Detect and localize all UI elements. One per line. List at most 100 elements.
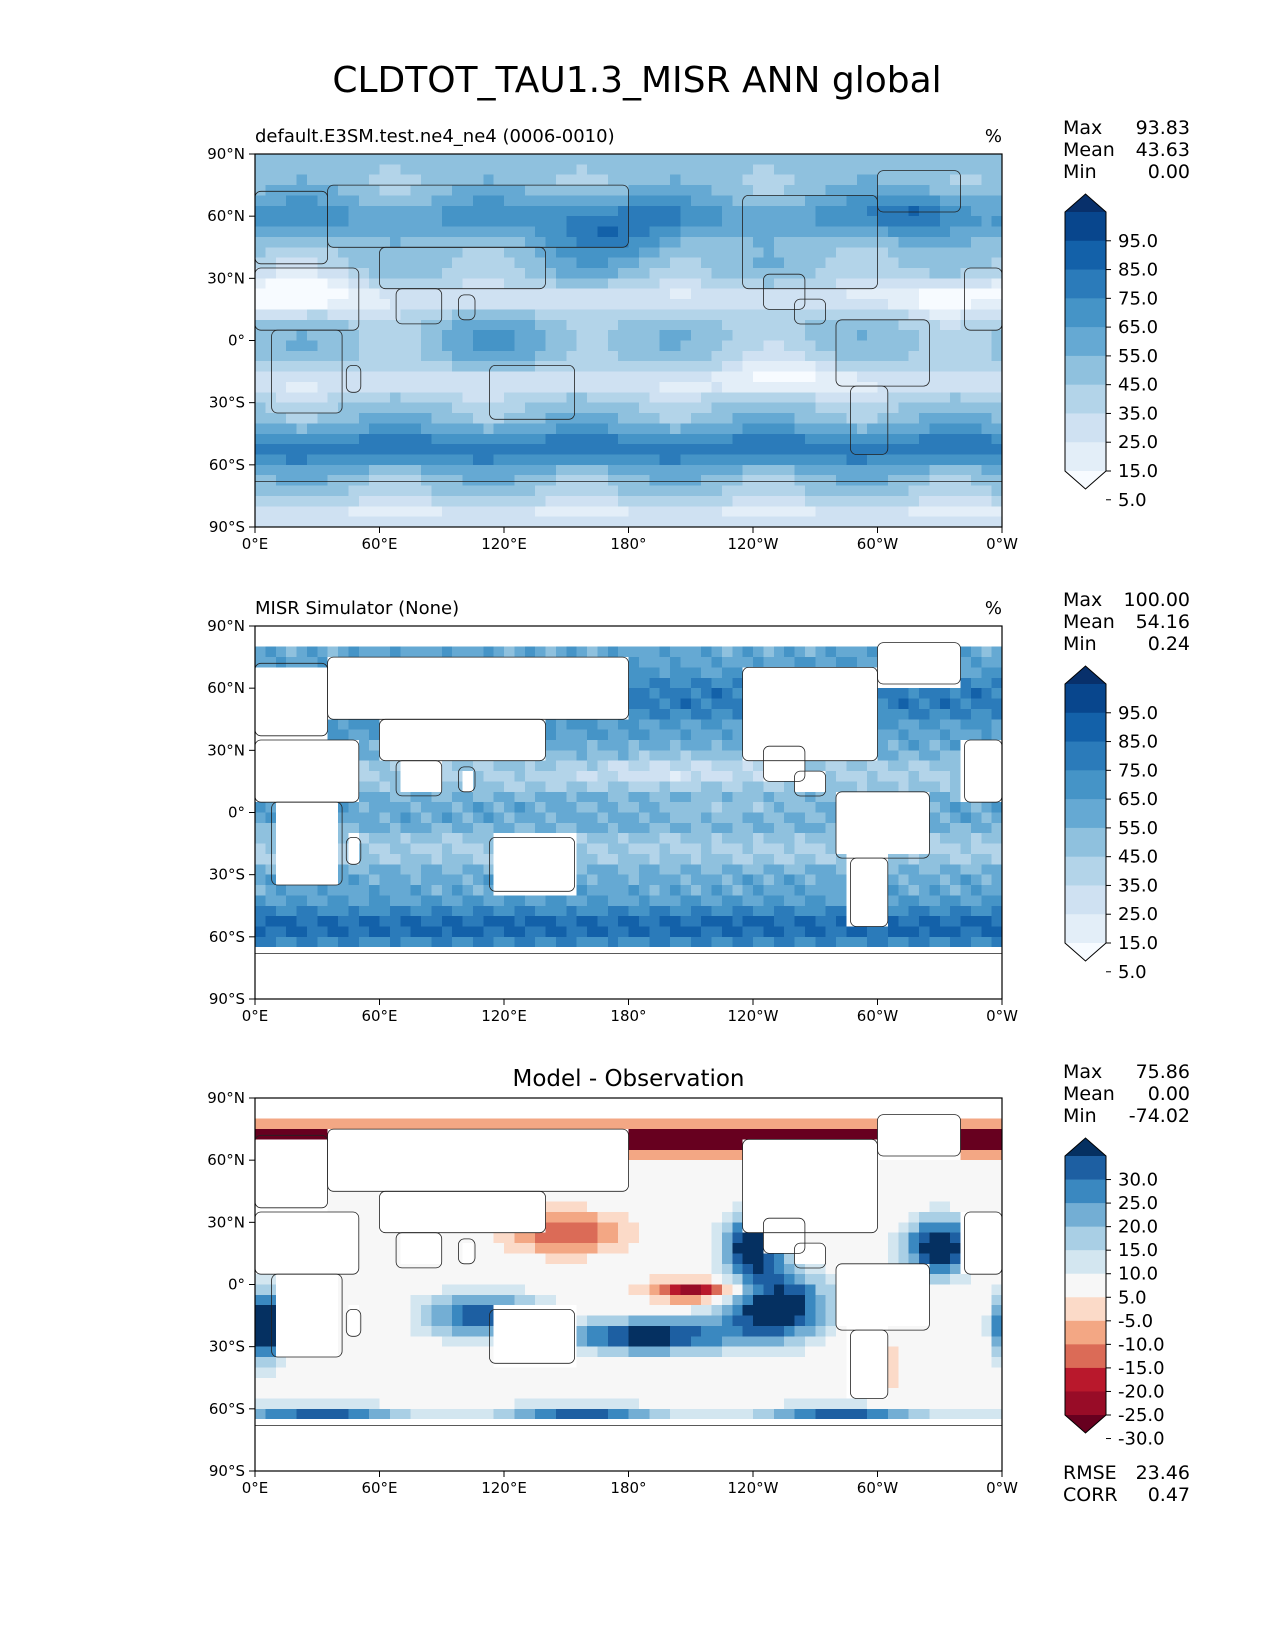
- field-cell: [545, 361, 557, 373]
- field-cell: [846, 226, 858, 238]
- field-cell: [887, 626, 899, 637]
- field-cell: [670, 257, 681, 269]
- field-cell: [255, 454, 266, 466]
- field-cell: [431, 636, 443, 648]
- field-cell: [421, 330, 432, 342]
- field-cell: [794, 885, 806, 896]
- field-cell: [587, 392, 598, 404]
- field-cell: [732, 698, 744, 710]
- field-cell: [545, 926, 557, 938]
- field-cell: [732, 688, 744, 700]
- field-cell: [763, 423, 775, 435]
- field-cell: [286, 853, 298, 865]
- colorbar-segment: [1065, 212, 1106, 242]
- field-cell: [275, 506, 287, 518]
- field-cell: [784, 853, 796, 865]
- field-cell: [929, 864, 941, 876]
- field-cell: [524, 236, 536, 248]
- field-cell: [981, 413, 993, 424]
- field-cell: [981, 464, 993, 476]
- field-cell: [773, 361, 785, 373]
- field-cell: [732, 216, 744, 228]
- field-cell: [721, 195, 733, 207]
- field-cell: [576, 864, 588, 876]
- field-cell: [659, 760, 671, 772]
- field-cell: [763, 340, 775, 352]
- field-cell: [846, 739, 858, 751]
- field-cell: [317, 926, 329, 938]
- field-cell: [358, 760, 370, 772]
- field-cell: [804, 319, 816, 331]
- field-cell: [275, 708, 287, 720]
- field-cell: [638, 760, 650, 772]
- field-cell: [929, 719, 941, 731]
- field-cell: [462, 309, 474, 321]
- field-cell: [452, 247, 464, 259]
- field-cell: [306, 657, 318, 669]
- field-cell: [649, 164, 661, 176]
- field-cell: [680, 361, 692, 373]
- field-cell: [410, 926, 422, 938]
- field-cell: [410, 319, 422, 331]
- field-cell: [483, 667, 495, 679]
- field-cell: [939, 636, 951, 648]
- field-cell: [327, 916, 339, 928]
- field-cell: [638, 423, 650, 435]
- field-cell: [659, 309, 671, 321]
- field-cell: [379, 843, 391, 855]
- field-cell: [587, 413, 598, 424]
- field-cell: [535, 688, 547, 700]
- field-cell: [991, 319, 1003, 331]
- field-cell: [348, 843, 360, 855]
- field-cell: [836, 299, 847, 311]
- field-cell: [452, 698, 464, 710]
- field-cell: [483, 278, 495, 290]
- field-cell: [618, 444, 630, 456]
- field-cell: [607, 916, 619, 928]
- field-cell: [680, 626, 692, 637]
- field-cell: [576, 423, 588, 435]
- field-cell: [649, 185, 661, 197]
- field-cell: [452, 667, 464, 679]
- field-cell: [721, 495, 733, 507]
- field-cell: [607, 495, 619, 507]
- field-cell: [846, 485, 858, 497]
- field-cell: [753, 885, 764, 896]
- field-cell: [462, 708, 474, 720]
- field-cell: [742, 688, 754, 700]
- land-outline: [742, 194, 878, 290]
- field-cell: [566, 506, 578, 518]
- field-cell: [504, 688, 515, 700]
- field-cell: [514, 164, 526, 176]
- field-cell: [763, 247, 775, 259]
- field-cell: [576, 330, 588, 342]
- field-cell: [680, 895, 692, 907]
- field-cell: [472, 822, 484, 834]
- field-cell: [670, 226, 681, 238]
- field-cell: [483, 392, 495, 404]
- field-cell: [970, 771, 982, 783]
- field-cell: [431, 236, 443, 248]
- field-cell: [887, 926, 899, 938]
- field-cell: [566, 226, 578, 238]
- field-cell: [877, 874, 889, 886]
- field-cell: [576, 413, 588, 424]
- field-cell: [535, 646, 547, 658]
- field-cell: [493, 506, 505, 518]
- field-cell: [441, 506, 453, 518]
- field-cell: [856, 739, 868, 751]
- field-cell: [846, 926, 858, 938]
- field-cell: [784, 350, 796, 362]
- field-cell: [524, 506, 536, 518]
- field-cell: [597, 677, 609, 689]
- field-cell: [441, 164, 453, 176]
- field-cell: [275, 833, 287, 845]
- field-cell: [939, 485, 951, 497]
- field-cell: [711, 667, 723, 679]
- field-cell: [472, 278, 484, 290]
- field-cell: [877, 495, 889, 507]
- field-cell: [950, 371, 962, 383]
- field-cell: [919, 174, 930, 186]
- field-cell: [815, 516, 827, 528]
- field-cell: [514, 853, 526, 865]
